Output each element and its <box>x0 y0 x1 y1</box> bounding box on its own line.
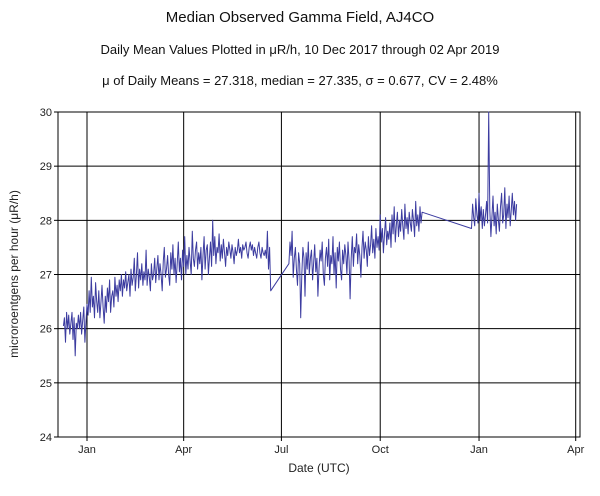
series-group <box>62 111 518 357</box>
y-tick-label: 30 <box>40 107 52 119</box>
y-tick-label: 26 <box>40 324 52 336</box>
y-axis: 24 25 26 27 28 29 30 <box>40 107 58 444</box>
x-axis-title: Date (UTC) <box>288 461 349 475</box>
x-tick-label: Oct <box>372 444 389 456</box>
y-axis-title: microroentgens per hour (μR/h) <box>7 190 21 358</box>
x-tick-label: Jan <box>470 444 488 456</box>
chart-stats-line: μ of Daily Means = 27.318, median = 27.3… <box>102 73 498 88</box>
series-line <box>62 111 518 357</box>
y-tick-label: 29 <box>40 161 52 173</box>
x-tick-label: Jan <box>78 444 96 456</box>
y-tick-label: 24 <box>40 432 52 444</box>
x-axis: Jan Apr Jul Oct Jan Apr <box>78 437 585 456</box>
x-tick-label: Apr <box>567 444 584 456</box>
y-tick-label: 27 <box>40 270 52 282</box>
x-tick-label: Apr <box>175 444 192 456</box>
chart-title: Median Observed Gamma Field, AJ4CO <box>165 9 435 26</box>
y-tick-label: 28 <box>40 215 52 227</box>
chart-subtitle: Daily Mean Values Plotted in μR/h, 10 De… <box>100 42 500 57</box>
y-tick-label: 25 <box>40 378 52 390</box>
x-tick-label: Jul <box>274 444 288 456</box>
